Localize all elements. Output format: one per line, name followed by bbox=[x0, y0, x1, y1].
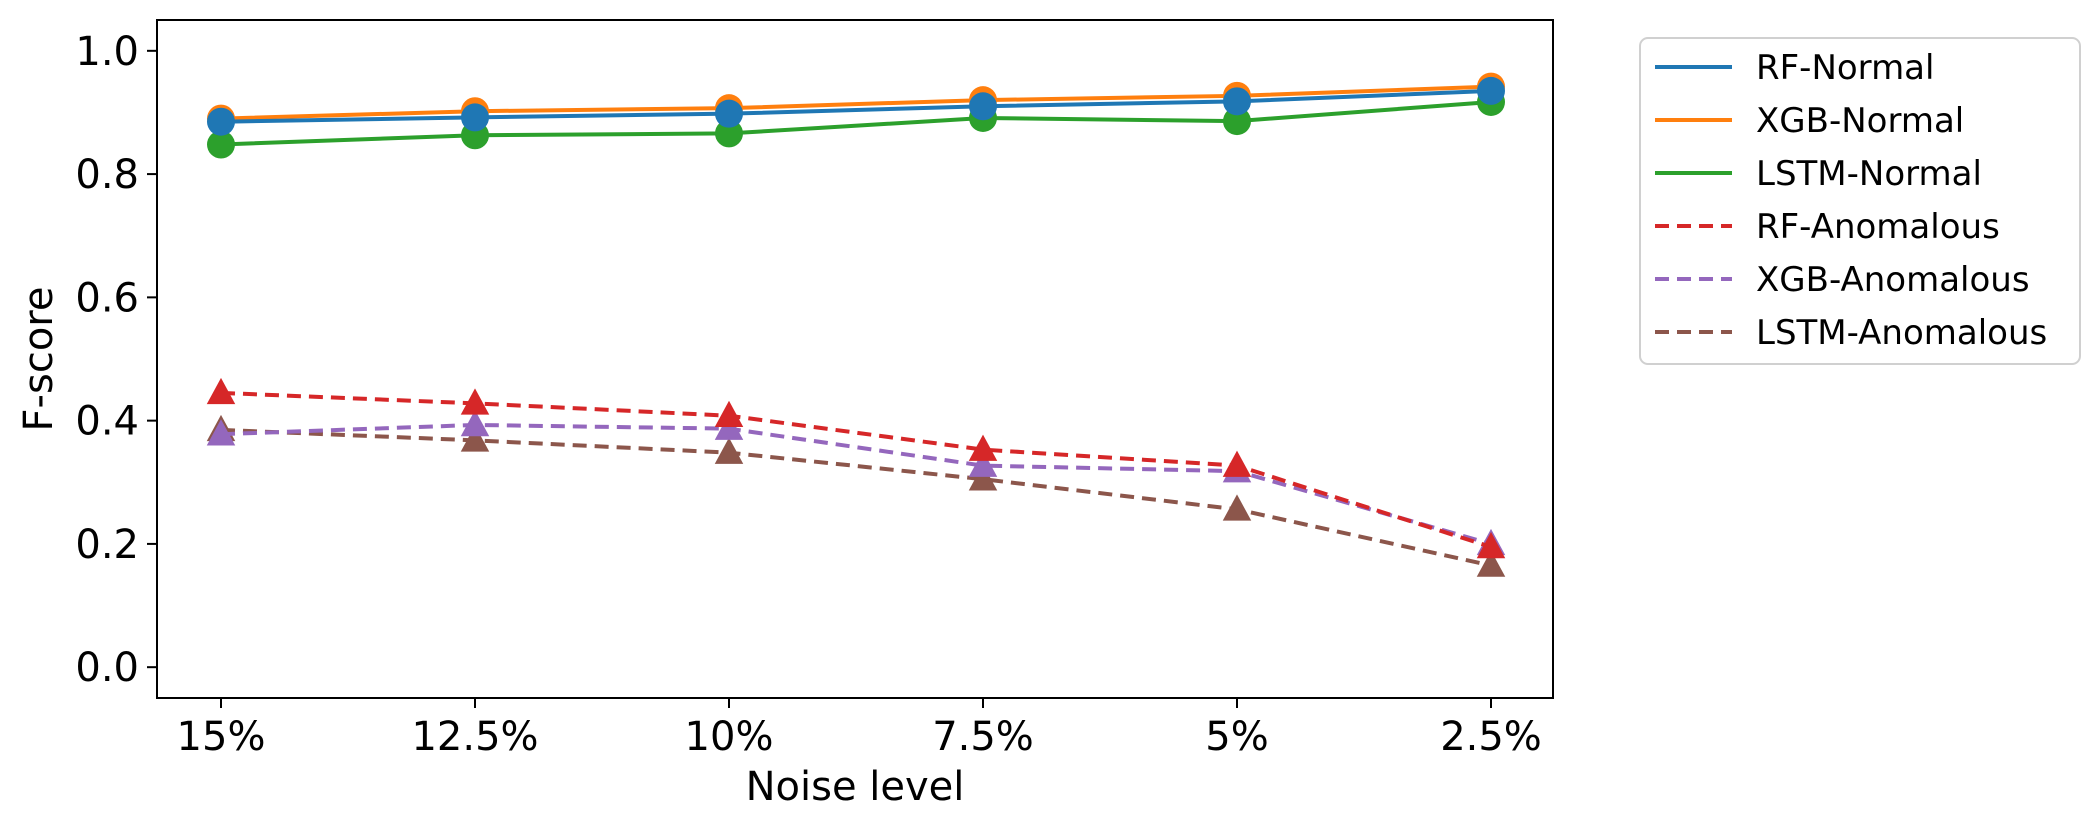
x-axis-label: Noise level bbox=[746, 764, 965, 810]
data-point bbox=[715, 99, 743, 128]
data-point bbox=[207, 130, 235, 159]
series-xgb-normal bbox=[207, 72, 1505, 133]
legend-entry: RF-Normal bbox=[1655, 48, 1934, 88]
legend-label: XGB-Normal bbox=[1756, 101, 1964, 141]
series-line bbox=[220, 390, 1492, 549]
data-point bbox=[206, 377, 236, 405]
plot-marks bbox=[206, 72, 1506, 577]
x-tick-label: 5% bbox=[1205, 714, 1268, 760]
data-point bbox=[968, 450, 998, 477]
x-axis: 15% 12.5% 10% 7.5% 5% 2.5% bbox=[177, 698, 1542, 760]
data-point bbox=[460, 388, 490, 415]
plot-frame bbox=[156, 19, 1554, 699]
legend-entry: XGB-Anomalous bbox=[1655, 260, 2030, 300]
x-tick-label: 12.5% bbox=[411, 714, 538, 760]
x-tick-label: 15% bbox=[177, 714, 266, 760]
data-point bbox=[1223, 87, 1251, 116]
data-point bbox=[1476, 550, 1506, 577]
data-point bbox=[1222, 450, 1252, 477]
series-rf-normal bbox=[207, 76, 1505, 136]
y-tick-label: 0.0 bbox=[75, 645, 139, 691]
y-tick-label: 0.6 bbox=[75, 275, 139, 321]
legend-frame bbox=[1639, 37, 2081, 365]
y-tick-label: 0.8 bbox=[75, 152, 139, 198]
legend-label: RF-Anomalous bbox=[1756, 207, 2000, 247]
y-axis-label: F-score bbox=[16, 287, 62, 432]
data-point bbox=[460, 409, 490, 437]
y-tick-label: 1.0 bbox=[75, 29, 139, 75]
data-point bbox=[207, 107, 235, 136]
legend: RF-Normal XGB-Normal LSTM-Normal RF-Anomalo… bbox=[1639, 37, 2081, 365]
series-line bbox=[220, 84, 1492, 121]
data-point bbox=[968, 434, 998, 461]
x-tick-label: 7.5% bbox=[932, 714, 1034, 760]
data-point bbox=[714, 400, 744, 427]
legend-entry: LSTM-Anomalous bbox=[1655, 313, 2047, 353]
series-lstm-anomalous bbox=[206, 414, 1506, 577]
data-point bbox=[461, 103, 489, 132]
data-point bbox=[1222, 494, 1252, 521]
y-tick-label: 0.4 bbox=[75, 399, 139, 445]
legend-entry: LSTM-Normal bbox=[1655, 154, 1982, 194]
data-point bbox=[206, 419, 236, 446]
data-point bbox=[714, 437, 744, 464]
series-line bbox=[220, 422, 1492, 546]
legend-entry: RF-Anomalous bbox=[1655, 207, 2000, 247]
data-point bbox=[1477, 76, 1505, 105]
data-point bbox=[969, 92, 997, 121]
series-xgb-anomalous bbox=[206, 409, 1506, 556]
data-point bbox=[1223, 107, 1251, 136]
series-line bbox=[220, 427, 1492, 568]
legend-entry: XGB-Normal bbox=[1655, 101, 1964, 141]
legend-label: LSTM-Normal bbox=[1756, 154, 1982, 194]
y-tick-label: 0.2 bbox=[75, 522, 139, 568]
y-axis: 0.0 0.2 0.4 0.6 0.8 1.0 bbox=[75, 29, 157, 691]
series-line bbox=[220, 99, 1492, 147]
data-point bbox=[1476, 531, 1506, 559]
legend-label: LSTM-Anomalous bbox=[1756, 313, 2047, 353]
legend-label: XGB-Anomalous bbox=[1756, 260, 2030, 300]
x-tick-label: 2.5% bbox=[1440, 714, 1542, 760]
series-rf-anomalous bbox=[206, 377, 1506, 559]
data-point bbox=[460, 425, 490, 452]
legend-label: RF-Normal bbox=[1756, 48, 1934, 88]
x-tick-label: 10% bbox=[685, 714, 774, 760]
data-point bbox=[715, 119, 743, 148]
data-point bbox=[968, 464, 998, 491]
series-line bbox=[220, 88, 1492, 124]
